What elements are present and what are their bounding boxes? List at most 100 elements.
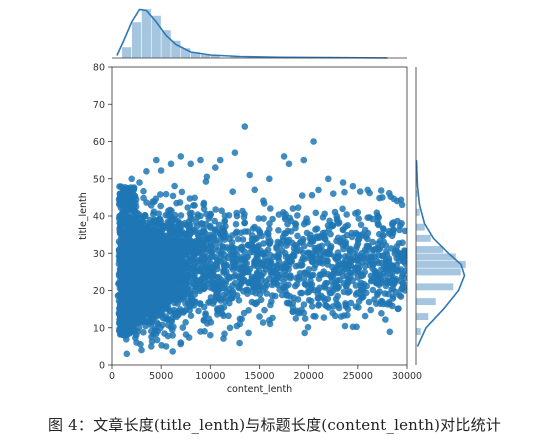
scatter-point xyxy=(384,264,391,272)
scatter-point xyxy=(231,149,239,156)
scatter-point xyxy=(191,260,198,268)
scatter-point xyxy=(266,317,273,324)
scatter-point xyxy=(330,270,337,278)
scatter-point xyxy=(300,301,308,308)
scatter-point xyxy=(221,284,228,292)
scatter-point xyxy=(153,269,160,276)
scatter-point xyxy=(167,291,175,298)
scatter-point xyxy=(238,264,246,272)
scatter-point xyxy=(116,199,123,207)
scatter-point xyxy=(118,212,126,220)
scatter-point xyxy=(282,271,289,279)
scatter-point xyxy=(372,279,380,287)
right-histogram-bar xyxy=(415,223,426,232)
scatter-point xyxy=(209,275,216,282)
scatter-point xyxy=(341,322,349,330)
scatter-point xyxy=(374,212,381,220)
scatter-point xyxy=(174,273,182,281)
top-histogram-bar xyxy=(121,46,132,59)
scatter-point xyxy=(209,264,217,272)
scatter-point xyxy=(155,262,162,270)
scatter-point xyxy=(385,255,393,262)
scatter-point xyxy=(294,232,301,240)
scatter-point xyxy=(201,283,208,291)
scatter-point xyxy=(162,343,170,350)
scatter-point xyxy=(334,253,341,261)
scatter-point xyxy=(329,263,336,271)
scatter-point xyxy=(128,288,135,296)
scatter-point xyxy=(374,290,381,297)
scatter-point xyxy=(389,293,397,300)
scatter-point xyxy=(330,287,337,294)
scatter-point xyxy=(365,298,373,306)
y-tick-label: 80 xyxy=(93,63,105,74)
scatter-point xyxy=(267,205,274,212)
scatter-point xyxy=(304,219,311,226)
scatter-point xyxy=(140,329,147,336)
figure: 0 5000 10000 15000 20000 25000 30000 0 10 20 30 40… xyxy=(78,8,467,395)
scatter-point xyxy=(128,175,135,183)
top-kde-curve xyxy=(116,8,388,59)
scatter-point xyxy=(131,192,138,199)
scatter-point xyxy=(169,225,176,232)
scatter-point xyxy=(342,223,349,230)
scatter-point xyxy=(230,273,237,280)
scatter-point xyxy=(355,215,363,222)
scatter-point xyxy=(315,186,322,194)
scatter-point xyxy=(123,186,131,194)
scatter-point xyxy=(251,186,258,194)
scatter-point xyxy=(311,264,318,272)
scatter-point xyxy=(120,281,127,289)
scatter-point xyxy=(186,254,194,261)
scatter-point xyxy=(148,241,156,249)
scatter-point xyxy=(123,312,130,320)
scatter-point xyxy=(246,171,253,179)
scatter-point xyxy=(391,247,399,254)
scatter-point xyxy=(256,291,264,298)
scatter-point xyxy=(339,179,347,186)
scatter-point xyxy=(117,305,124,312)
scatter-point xyxy=(253,273,261,281)
scatter-point xyxy=(140,187,147,195)
scatter-point xyxy=(401,287,407,294)
scatter-point xyxy=(254,263,261,270)
scatter-point xyxy=(167,160,175,168)
scatter-point xyxy=(300,249,307,257)
scatter-point xyxy=(301,329,309,337)
scatter-point xyxy=(162,303,170,311)
scatter-point xyxy=(384,301,391,308)
scatter-point xyxy=(308,303,316,310)
scatter-point xyxy=(352,282,360,289)
scatter-point xyxy=(220,304,228,311)
scatter-point xyxy=(171,311,178,318)
scatter-point xyxy=(188,215,195,223)
scatter-point xyxy=(304,323,312,331)
scatter-point xyxy=(301,280,309,288)
scatter-point xyxy=(197,156,204,164)
scatter-point xyxy=(238,246,245,253)
scatter-point xyxy=(289,304,297,311)
scatter-point xyxy=(118,239,126,246)
scatter-point xyxy=(265,264,273,271)
scatter-point xyxy=(152,330,160,338)
y-tick-label: 50 xyxy=(93,174,105,185)
scatter-point xyxy=(300,275,308,283)
scatter-point xyxy=(313,225,321,232)
scatter-point xyxy=(123,226,130,234)
scatter-point xyxy=(221,330,228,338)
scatter-point xyxy=(381,290,389,297)
scatter-point xyxy=(389,262,397,269)
scatter-point xyxy=(285,160,293,168)
scatter-point xyxy=(348,233,356,241)
scatter-point xyxy=(191,246,198,253)
scatter-point xyxy=(148,338,156,345)
scatter-point xyxy=(150,226,158,234)
scatter-point xyxy=(258,232,266,240)
scatter-point xyxy=(157,167,165,174)
scatter-point xyxy=(298,258,305,265)
scatter-point xyxy=(316,284,323,292)
scatter-point xyxy=(187,290,194,297)
scatter-point xyxy=(211,217,218,225)
scatter-point xyxy=(154,288,161,296)
scatter-point xyxy=(278,247,286,254)
